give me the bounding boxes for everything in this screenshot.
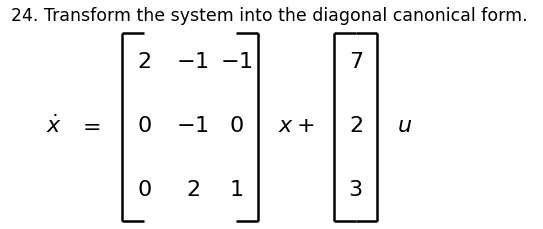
Text: $2$: $2$ [137, 52, 151, 72]
Text: $x+$: $x+$ [278, 116, 314, 136]
Text: $0$: $0$ [136, 180, 151, 200]
Text: $2$: $2$ [186, 180, 200, 200]
Text: 24. Transform the system into the diagonal canonical form.: 24. Transform the system into the diagon… [11, 7, 527, 25]
Text: $3$: $3$ [349, 180, 363, 200]
Text: $u$: $u$ [397, 116, 412, 136]
Text: $-1$: $-1$ [176, 116, 209, 136]
Text: $0$: $0$ [229, 116, 244, 136]
Text: $-1$: $-1$ [220, 52, 252, 72]
Text: $=$: $=$ [78, 116, 101, 136]
Text: $-1$: $-1$ [176, 52, 209, 72]
Text: $2$: $2$ [349, 116, 363, 136]
Text: $7$: $7$ [349, 52, 363, 72]
Text: $\dot{x}$: $\dot{x}$ [46, 114, 62, 137]
Text: $1$: $1$ [229, 180, 243, 200]
Text: $0$: $0$ [136, 116, 151, 136]
